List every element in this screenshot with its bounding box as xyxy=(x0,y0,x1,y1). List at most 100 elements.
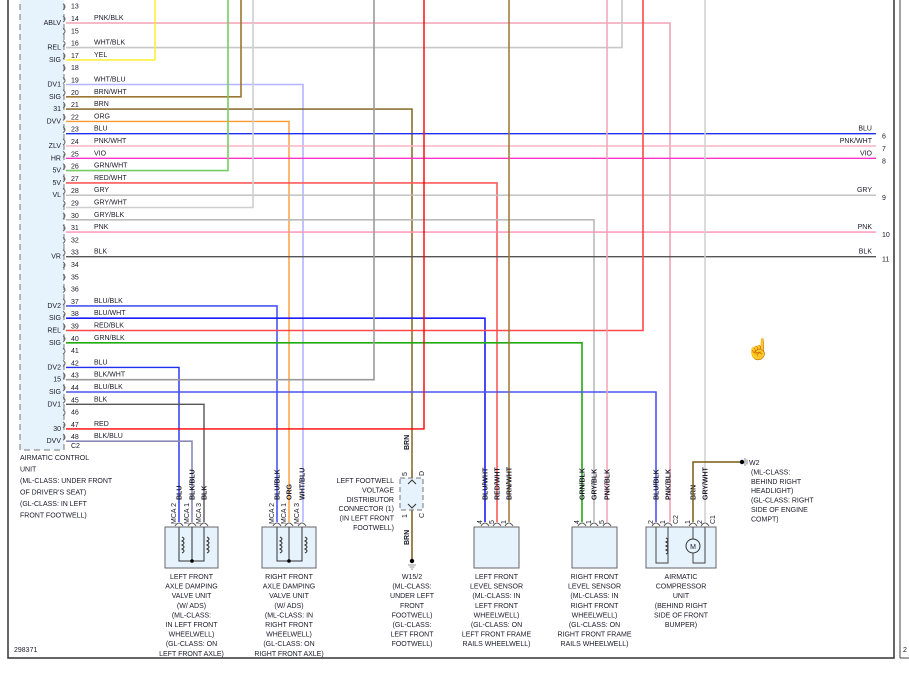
wire-color-label: ORG xyxy=(287,484,294,501)
component-caption: RIGHT FRONT xyxy=(571,574,619,581)
pin-label: 1 xyxy=(402,514,409,518)
solenoid-coil-icon xyxy=(205,536,210,554)
wire-pin-21 xyxy=(66,108,413,470)
pin-function-label: DVV xyxy=(47,438,62,445)
pin-22: 22 DVV ORG xyxy=(47,113,110,125)
ground-caption: W15/2 xyxy=(402,574,422,581)
diagram-frame xyxy=(7,0,895,659)
component-caption: LEFT FRONT xyxy=(475,574,519,581)
pin-26: 26 5V GRN/WHT xyxy=(52,163,128,175)
wire-color-label: RED/WHT xyxy=(495,467,502,500)
pin-terminal xyxy=(62,323,66,330)
control-unit-body xyxy=(19,0,65,451)
wire-color-label: BLK xyxy=(94,249,108,256)
connector-caption: FOOTWELL) xyxy=(353,525,394,532)
exit-wire-label: PNK xyxy=(858,224,873,231)
pin-29: 29 GRY/WHT xyxy=(62,200,128,208)
component-caption: (GL-CLASS: ON xyxy=(166,641,217,648)
connector-terminal xyxy=(407,479,417,509)
wire-pin-38 xyxy=(66,317,486,522)
pin-19: 19 DV1 WHT/BLU xyxy=(47,77,125,89)
exit-wire-label: PNK/WHT xyxy=(840,138,873,145)
wires xyxy=(66,0,876,522)
wire-color-label: BLU/BLK xyxy=(94,384,123,391)
component-caption: LEVEL SENSOR xyxy=(568,584,621,591)
pin-38: 38 SIG BLU/WHT xyxy=(49,310,126,322)
pin-terminal xyxy=(62,77,66,84)
pin-label: 5 xyxy=(402,472,409,476)
pin-number: 45 xyxy=(71,397,79,404)
wire-pin-45 xyxy=(66,403,205,522)
junction-dot xyxy=(190,559,194,563)
pin-terminal xyxy=(62,273,66,281)
component-caption: (GL-CLASS: ON xyxy=(569,622,620,629)
pin-number: 19 xyxy=(71,78,79,85)
component-caption: (W/ ADS) xyxy=(177,603,206,610)
pin-function-label: ZLV xyxy=(49,143,62,150)
ground-caption: HEADLIGHT) xyxy=(751,488,793,495)
exit-number: 11 xyxy=(882,257,889,264)
ground-caption: (ML-CLASS: xyxy=(392,584,431,591)
pin-number: 18 xyxy=(71,65,79,72)
pin-terminal xyxy=(62,347,66,355)
wire-pin-19 xyxy=(66,83,304,522)
pin-function-label: SIG xyxy=(49,340,61,347)
connector-label: C2 xyxy=(71,443,80,450)
wire-pin-22 xyxy=(66,120,290,522)
pin-function-label: ABLV xyxy=(44,20,62,27)
wire-color-label: GRY/WHT xyxy=(703,466,710,500)
component-caption: RAILS WHEELWELL) xyxy=(561,641,629,648)
pin-function-label: 15 xyxy=(53,377,61,384)
wire-color-label: WHT/BLU xyxy=(300,468,307,500)
junction-dot xyxy=(287,559,291,563)
exit-number: 7 xyxy=(882,146,886,153)
pin-number: 15 xyxy=(71,28,79,35)
component-caption: AXLE DAMPING xyxy=(165,584,218,591)
component-caption: (GL-CLASS: ON xyxy=(471,622,522,629)
pin-43: 43 15 BLK/WHT xyxy=(53,372,126,384)
component-caption: RAILS WHEELWELL) xyxy=(463,641,531,648)
diagram-id: 298371 xyxy=(14,647,37,654)
wire-color-label: WHT/BLU xyxy=(94,77,126,84)
wire-color-label: PNK/WHT xyxy=(94,138,127,145)
pin-label: MCA 2 xyxy=(269,503,276,524)
wire-color-label: GRY/WHT xyxy=(94,200,128,207)
wire-color-label: BRN xyxy=(404,435,411,450)
wire-color-label: PNK/BLK xyxy=(605,469,612,500)
pin-number: 36 xyxy=(71,287,79,294)
wire-pin-27 xyxy=(66,182,498,522)
pin-number: 44 xyxy=(71,385,79,392)
component-caption: IN LEFT FRONT xyxy=(166,622,219,629)
pin-function-label: DV2 xyxy=(47,303,61,310)
pin-terminal xyxy=(62,52,66,60)
component-caption: RIGHT FRONT xyxy=(571,603,619,610)
solenoid-coil-icon xyxy=(278,536,283,554)
component-caption: (ML-CLASS: IN xyxy=(472,593,520,600)
pin-40: 40 SIG GRN/BLK xyxy=(49,335,125,347)
wire-color-label: BLU xyxy=(94,359,108,366)
solenoid-coil-icon xyxy=(303,536,308,554)
pin-label: 5 xyxy=(489,520,496,524)
wire-pin-29 xyxy=(66,0,254,209)
relay-coil-icon xyxy=(664,537,669,555)
wire-color-label: BLK xyxy=(202,486,209,500)
pin-number: 39 xyxy=(71,324,79,331)
ground-symbol-icon xyxy=(408,564,416,570)
pin-terminal xyxy=(62,286,66,293)
pin-label: 2 xyxy=(648,520,655,524)
ground-w2: W2 (ML-CLASS: BEHIND RIGHT HEADLIGHT) (GL-CL… xyxy=(692,458,814,523)
pin-28: 28 VL GRY xyxy=(52,187,109,199)
component-caption: COMPRESSOR xyxy=(656,584,707,591)
wire-color-label: BLU xyxy=(177,486,184,500)
pin-terminal xyxy=(62,224,66,232)
wire-color-label: PNK xyxy=(94,224,109,231)
pin-number: 14 xyxy=(71,16,79,23)
wire-color-label: WHT/BLK xyxy=(94,40,125,47)
component-caption: WHEELWELL) xyxy=(266,632,312,639)
wire-color-label: BLK/BLU xyxy=(190,469,197,500)
pin-21: 21 31 BRN xyxy=(53,101,109,113)
pin-37: 37 DV2 BLU/BLK xyxy=(47,298,123,310)
pin-terminal xyxy=(62,360,66,367)
pin-number: 27 xyxy=(71,176,79,183)
pin-function-label: 5V xyxy=(52,180,61,187)
